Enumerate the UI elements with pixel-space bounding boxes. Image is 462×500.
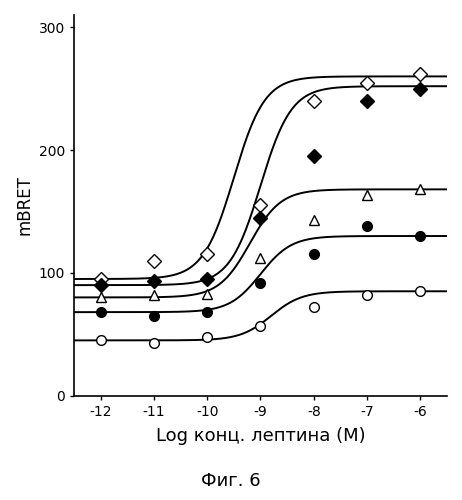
Y-axis label: mBRET: mBRET xyxy=(15,176,33,236)
Text: Фиг. 6: Фиг. 6 xyxy=(201,472,261,490)
X-axis label: Log конц. лептина (М): Log конц. лептина (М) xyxy=(156,427,365,445)
